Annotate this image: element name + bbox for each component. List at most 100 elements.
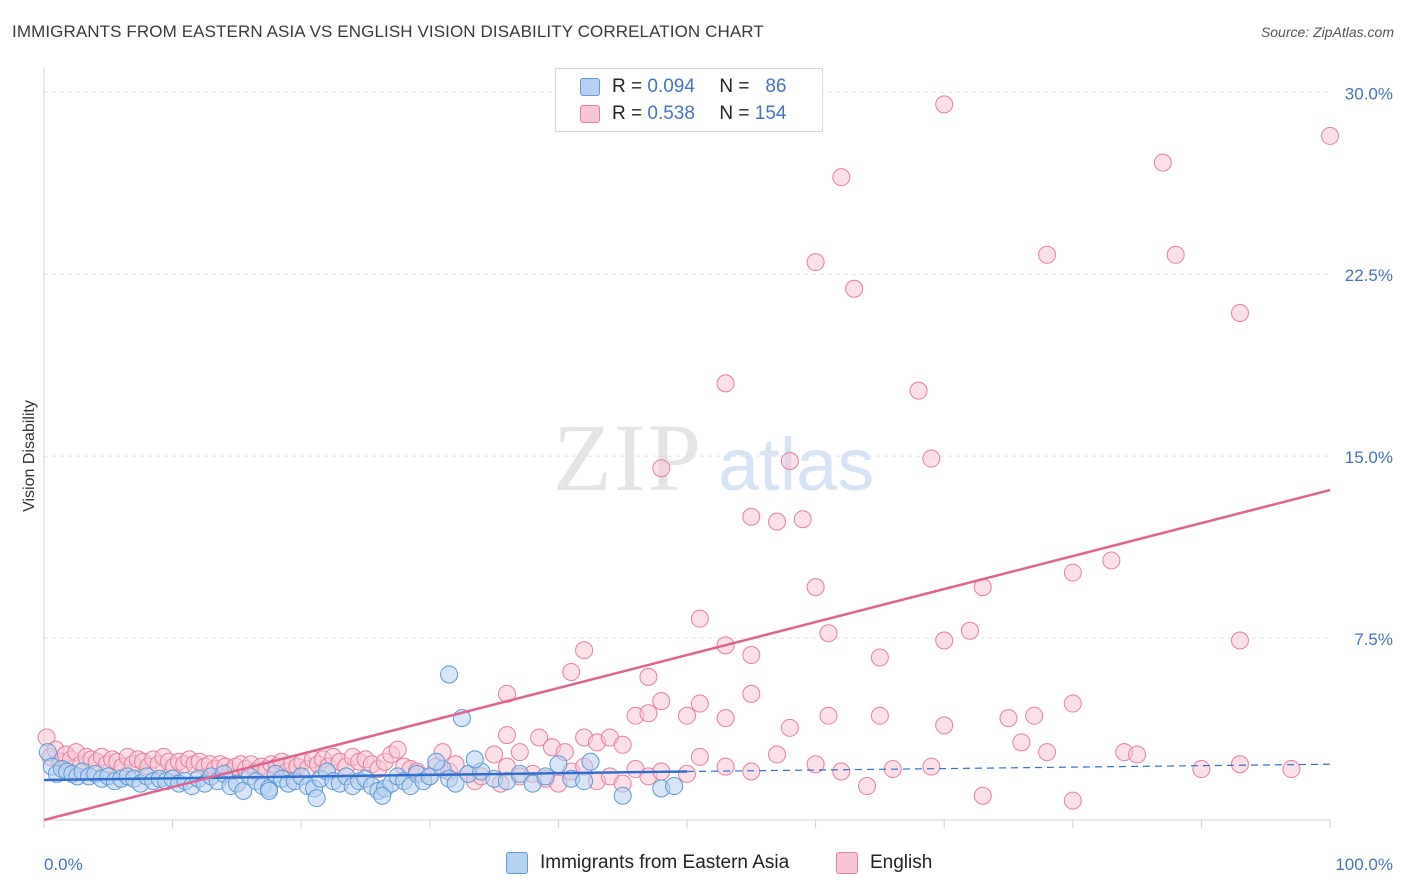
data-point	[1063, 791, 1082, 810]
data-point	[999, 709, 1018, 728]
data-point	[1321, 126, 1339, 145]
data-point	[742, 507, 761, 526]
data-point	[1012, 733, 1031, 752]
data-point	[806, 253, 825, 272]
data-point	[819, 624, 838, 643]
legend-n-value: 86	[765, 76, 787, 97]
data-point	[485, 745, 504, 764]
legend-row-pink: R = 0.538 N = 154	[580, 102, 786, 126]
data-point	[1038, 743, 1057, 762]
data-point	[440, 665, 459, 684]
data-point	[716, 757, 735, 776]
legend-n-value: 154	[754, 103, 787, 124]
legend-n-label: N =	[719, 103, 750, 124]
legend-r-label: R =	[612, 103, 643, 124]
data-point	[690, 609, 709, 628]
data-point	[260, 781, 279, 800]
correlation-legend: R = 0.094 N = 86 R = 0.538 N = 154	[555, 68, 823, 132]
data-point	[678, 706, 696, 725]
data-point	[819, 706, 838, 725]
data-point	[858, 777, 877, 796]
data-point	[581, 752, 600, 771]
data-point	[562, 663, 581, 682]
data-point	[935, 631, 954, 650]
legend-n-label: N =	[719, 76, 750, 97]
legend-item-eastern-asia: Immigrants from Eastern Asia	[506, 852, 789, 874]
data-point	[793, 510, 812, 529]
data-point	[1063, 694, 1082, 713]
legend-label-eastern-asia: Immigrants from Eastern Asia	[540, 852, 790, 873]
data-point	[530, 728, 549, 747]
eastern-asia-points	[38, 665, 684, 808]
data-point	[613, 786, 632, 805]
data-point	[870, 648, 889, 667]
data-point	[652, 459, 671, 478]
trend-lines	[43, 488, 1331, 822]
data-point	[690, 694, 709, 713]
y-tick-label: 7.5%	[1354, 630, 1393, 649]
data-point	[768, 745, 787, 764]
legend-swatch-pink	[836, 852, 858, 874]
data-point	[1102, 551, 1121, 570]
y-tick-label: 30.0%	[1345, 84, 1393, 103]
data-point	[806, 755, 825, 774]
data-point	[973, 786, 992, 805]
legend-swatch-blue	[580, 78, 600, 96]
data-point	[922, 449, 941, 468]
data-point	[510, 743, 529, 762]
data-point	[388, 740, 407, 759]
data-point	[960, 621, 979, 640]
data-point	[575, 641, 594, 660]
data-point	[373, 786, 392, 805]
legend-r-value: 0.538	[647, 103, 695, 124]
legend-item-english: English	[836, 852, 932, 874]
data-point	[1025, 706, 1044, 725]
data-point	[1230, 304, 1249, 323]
data-point	[613, 735, 632, 754]
data-point	[832, 168, 851, 187]
data-point	[427, 752, 446, 771]
data-point	[768, 512, 787, 531]
x-axis-ticks	[43, 820, 1331, 828]
data-point	[806, 578, 825, 597]
y-tick-label: 22.5%	[1345, 266, 1393, 285]
eastern-asia-trend-line	[43, 770, 688, 782]
data-point	[497, 726, 516, 745]
data-point	[780, 451, 799, 470]
data-point	[665, 777, 684, 796]
chart-title: IMMIGRANTS FROM EASTERN ASIA VS ENGLISH …	[12, 22, 764, 41]
x-tick-label-min: 0.0%	[44, 855, 83, 874]
data-point	[536, 767, 555, 786]
data-point	[307, 789, 326, 808]
x-tick-label-max: 100.0%	[1335, 855, 1393, 874]
data-point	[909, 381, 928, 400]
source-label: Source: ZipAtlas.com	[1260, 24, 1394, 40]
y-tick-label: 15.0%	[1345, 448, 1393, 467]
data-point	[716, 374, 735, 393]
legend-swatch-pink	[580, 105, 600, 123]
data-point	[1230, 631, 1249, 650]
gridlines	[44, 91, 1330, 639]
data-point	[465, 750, 484, 769]
data-point	[1063, 563, 1082, 582]
data-point	[1038, 245, 1057, 264]
y-axis-ticks: 7.5% 15.0% 22.5% 30.0%	[1345, 84, 1393, 649]
data-point	[639, 667, 658, 686]
english-trend-line	[43, 488, 1331, 822]
data-point	[1166, 245, 1185, 264]
data-point	[742, 762, 761, 781]
data-point	[575, 772, 594, 791]
data-point	[549, 755, 568, 774]
data-point	[780, 718, 799, 737]
watermark-zip: ZIP	[553, 404, 703, 511]
data-point	[870, 706, 889, 725]
y-axis-label: Vision Disability	[21, 400, 38, 512]
data-point	[1153, 153, 1172, 172]
data-point	[832, 762, 851, 781]
legend-r-value: 0.094	[647, 76, 695, 97]
legend-row-blue: R = 0.094 N = 86	[580, 75, 786, 99]
series-legend: Immigrants from Eastern Asia English	[0, 852, 1406, 878]
data-point	[845, 279, 864, 298]
legend-swatch-blue	[506, 852, 528, 874]
data-point	[922, 757, 941, 776]
